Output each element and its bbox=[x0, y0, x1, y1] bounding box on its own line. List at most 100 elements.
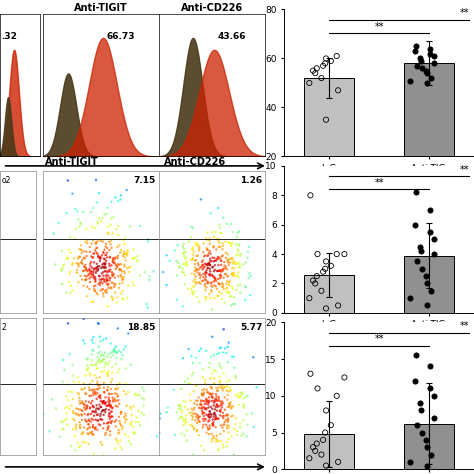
Point bbox=[190, 278, 197, 285]
Point bbox=[93, 260, 100, 268]
Point bbox=[115, 428, 123, 436]
Point bbox=[218, 382, 226, 389]
Point bbox=[191, 425, 198, 432]
Point bbox=[113, 349, 120, 357]
Point bbox=[78, 256, 86, 264]
Point bbox=[196, 401, 204, 409]
Point bbox=[341, 374, 348, 381]
Point bbox=[230, 271, 238, 279]
Point bbox=[210, 243, 218, 250]
Point bbox=[91, 278, 99, 285]
Point bbox=[191, 264, 199, 272]
Point bbox=[175, 415, 183, 422]
Point bbox=[48, 396, 56, 403]
Point bbox=[235, 259, 242, 266]
Point bbox=[90, 416, 97, 423]
Point bbox=[214, 253, 222, 261]
Point bbox=[173, 257, 180, 265]
Point bbox=[211, 409, 219, 417]
Point bbox=[113, 385, 120, 393]
Point bbox=[123, 416, 130, 423]
Point bbox=[208, 286, 215, 294]
Point bbox=[119, 274, 127, 282]
Point bbox=[99, 238, 107, 246]
Bar bbox=[404, 424, 454, 469]
Point bbox=[210, 410, 218, 417]
Point bbox=[221, 345, 229, 352]
Point bbox=[218, 290, 226, 297]
Point bbox=[91, 285, 98, 293]
Point bbox=[136, 272, 144, 279]
Point bbox=[107, 385, 115, 393]
Point bbox=[198, 258, 206, 265]
Point bbox=[185, 346, 192, 353]
Point bbox=[63, 403, 71, 410]
Point bbox=[211, 274, 219, 282]
Point bbox=[146, 276, 153, 284]
Point bbox=[80, 400, 88, 408]
Point bbox=[212, 283, 219, 290]
Point bbox=[80, 254, 88, 262]
Point bbox=[423, 301, 430, 309]
Point bbox=[231, 260, 239, 268]
Point bbox=[417, 247, 425, 255]
Point bbox=[99, 351, 106, 358]
Point bbox=[76, 253, 84, 260]
Point bbox=[183, 262, 191, 269]
Point bbox=[205, 397, 213, 404]
Point bbox=[90, 274, 97, 282]
Point bbox=[114, 325, 122, 332]
Point bbox=[78, 249, 85, 256]
Point bbox=[77, 242, 85, 249]
Point bbox=[112, 422, 119, 430]
Point bbox=[99, 406, 107, 414]
Point bbox=[203, 252, 211, 260]
Point bbox=[200, 270, 207, 278]
Point bbox=[230, 364, 238, 372]
Point bbox=[117, 191, 125, 199]
Point bbox=[93, 380, 101, 388]
Point bbox=[188, 405, 195, 412]
Point bbox=[80, 315, 87, 323]
Point bbox=[92, 409, 100, 416]
Point bbox=[188, 422, 196, 430]
Point bbox=[210, 257, 218, 265]
Point bbox=[155, 429, 163, 437]
Point bbox=[114, 254, 121, 262]
Point bbox=[182, 418, 190, 426]
Point bbox=[202, 395, 210, 402]
Point bbox=[85, 424, 92, 432]
Point bbox=[228, 270, 236, 278]
Point bbox=[106, 397, 114, 405]
Point bbox=[105, 406, 113, 414]
Point bbox=[70, 409, 77, 417]
Point bbox=[89, 237, 97, 244]
Point bbox=[201, 397, 209, 405]
Point bbox=[216, 271, 223, 279]
Point bbox=[188, 223, 195, 230]
Point bbox=[194, 416, 202, 423]
Point bbox=[114, 440, 122, 447]
Point bbox=[102, 243, 109, 250]
Point bbox=[84, 411, 91, 419]
Point bbox=[213, 401, 220, 409]
Point bbox=[100, 384, 108, 392]
Point bbox=[224, 358, 231, 366]
Point bbox=[100, 451, 108, 459]
Point bbox=[109, 230, 117, 237]
Point bbox=[82, 372, 90, 379]
Point bbox=[232, 372, 240, 380]
Point bbox=[121, 430, 129, 438]
Point bbox=[206, 359, 213, 367]
Point bbox=[100, 425, 107, 432]
Point bbox=[413, 421, 421, 429]
Point bbox=[185, 462, 193, 470]
Point bbox=[213, 285, 221, 293]
Point bbox=[179, 268, 186, 276]
Point bbox=[117, 290, 124, 298]
Point bbox=[80, 247, 88, 255]
Point bbox=[93, 264, 101, 271]
Point bbox=[93, 401, 100, 409]
Point bbox=[198, 401, 205, 409]
Point bbox=[118, 268, 126, 275]
